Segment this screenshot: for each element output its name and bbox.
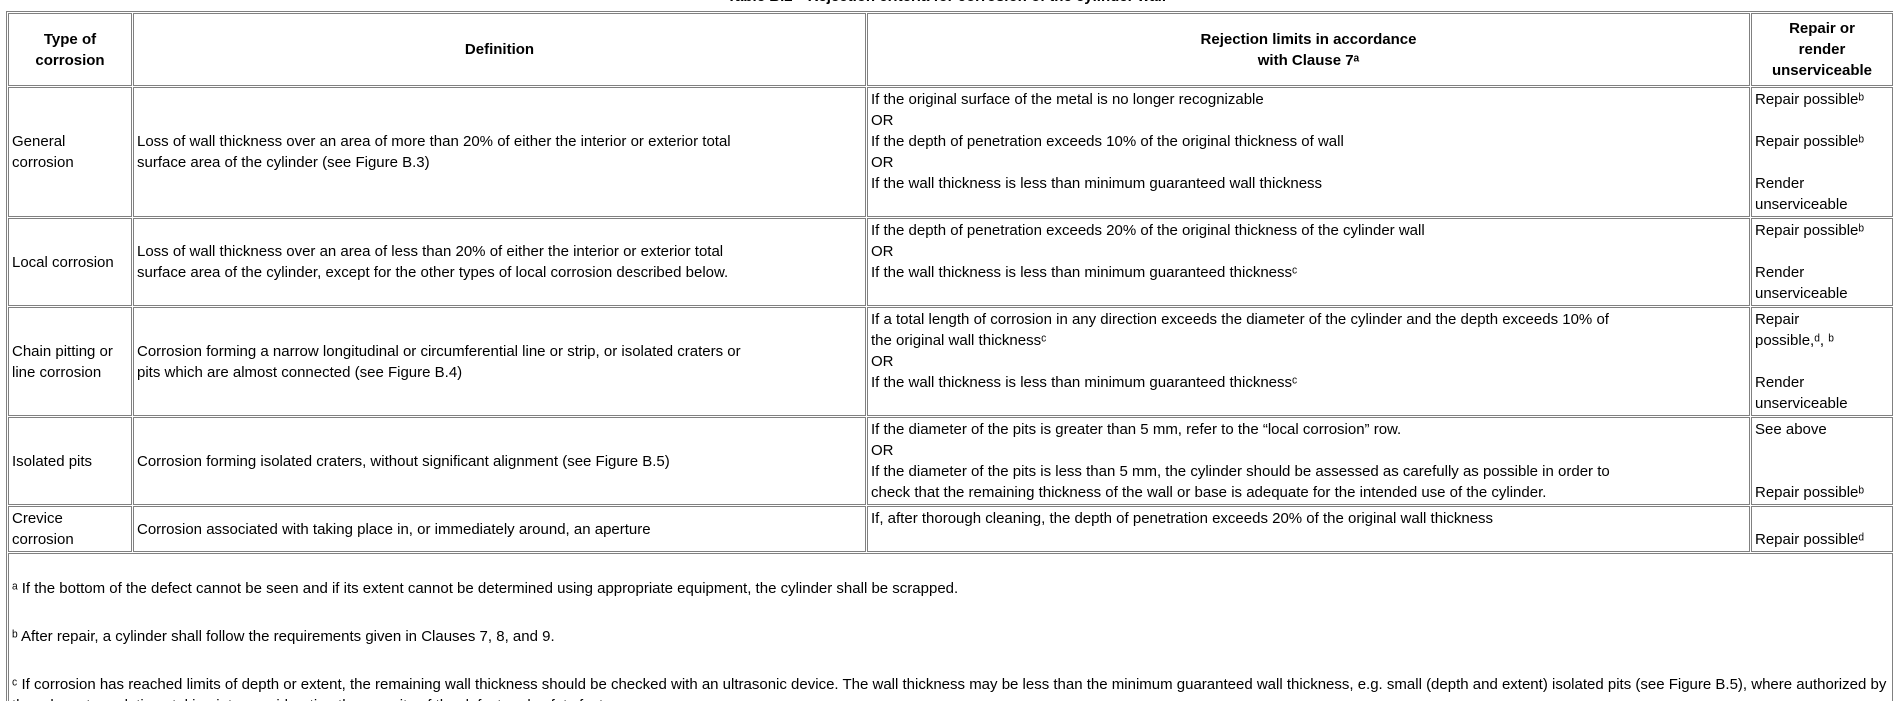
cell-definition: Loss of wall thickness over an area of l… [133, 218, 866, 306]
cell-repair-or-render: Repair possibleᵇ Render unserviceable [1751, 218, 1893, 306]
rejection-criteria-table: Type of corrosion Definition Rejection l… [6, 11, 1893, 701]
footnotes-cell: ᵃ If the bottom of the defect cannot be … [8, 553, 1893, 701]
cell-rejection-limits: If the original surface of the metal is … [867, 87, 1750, 217]
cell-definition: Corrosion forming a narrow longitudinal … [133, 307, 866, 416]
cell-corrosion-type: Local corrosion [8, 218, 132, 306]
table-row-general-corrosion: General corrosion Loss of wall thickness… [8, 87, 1893, 217]
column-header-rejection-limits: Rejection limits in accordance with Clau… [867, 13, 1750, 86]
cell-rejection-limits: If, after thorough cleaning, the depth o… [867, 506, 1750, 552]
cell-definition: Loss of wall thickness over an area of m… [133, 87, 866, 217]
cell-corrosion-type: Chain pitting or line corrosion [8, 307, 132, 416]
table-footnotes-row: ᵃ If the bottom of the defect cannot be … [8, 553, 1893, 701]
cell-repair-or-render: Repair possibleᵈ [1751, 506, 1893, 552]
footnote-a: ᵃ If the bottom of the defect cannot be … [12, 580, 959, 597]
cell-repair-or-render: Repair possibleᵇ Repair possibleᵇ Render… [1751, 87, 1893, 217]
table-row-isolated-pits: Isolated pits Corrosion forming isolated… [8, 417, 1893, 505]
cell-corrosion-type: Isolated pits [8, 417, 132, 505]
table-row-chain-pitting: Chain pitting or line corrosion Corrosio… [8, 307, 1893, 416]
cell-corrosion-type: Crevice corrosion [8, 506, 132, 552]
cell-rejection-limits: If a total length of corrosion in any di… [867, 307, 1750, 416]
footnote-c: ᶜ If corrosion has reached limits of dep… [12, 676, 1887, 701]
cell-definition: Corrosion forming isolated craters, with… [133, 417, 866, 505]
footnote-b: ᵇ After repair, a cylinder shall follow … [12, 628, 555, 645]
column-header-repair-or-render: Repair or render unserviceable [1751, 13, 1893, 86]
column-header-definition: Definition [133, 13, 866, 86]
table-row-local-corrosion: Local corrosion Loss of wall thickness o… [8, 218, 1893, 306]
column-header-type-of-corrosion: Type of corrosion [8, 13, 132, 86]
cell-corrosion-type: General corrosion [8, 87, 132, 217]
table-header-row: Type of corrosion Definition Rejection l… [8, 13, 1893, 86]
cell-rejection-limits: If the depth of penetration exceeds 20% … [867, 218, 1750, 306]
cell-definition: Corrosion associated with taking place i… [133, 506, 866, 552]
table-title: Table B.2—Rejection criteria for corrosi… [0, 0, 1893, 7]
cell-repair-or-render: See above Repair possibleᵇ [1751, 417, 1893, 505]
cell-repair-or-render: Repair possible,ᵈ, ᵇ Render unserviceabl… [1751, 307, 1893, 416]
table-row-crevice-corrosion: Crevice corrosion Corrosion associated w… [8, 506, 1893, 552]
cell-rejection-limits: If the diameter of the pits is greater t… [867, 417, 1750, 505]
